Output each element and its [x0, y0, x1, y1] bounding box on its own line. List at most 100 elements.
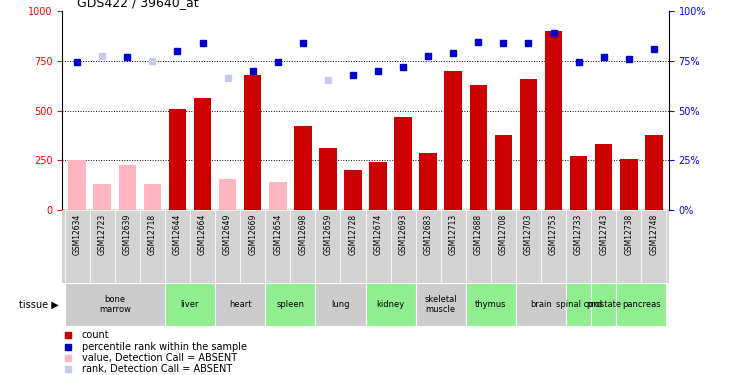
Text: spleen: spleen	[276, 300, 304, 309]
Text: percentile rank within the sample: percentile rank within the sample	[82, 342, 246, 352]
Bar	[595, 144, 613, 210]
Bar	[441, 210, 466, 283]
Text: GSM12649: GSM12649	[223, 214, 232, 255]
Bar	[541, 210, 566, 283]
Bar	[319, 148, 337, 210]
Bar	[140, 210, 165, 283]
Text: GSM12664: GSM12664	[198, 214, 207, 255]
Bar	[315, 283, 366, 326]
Text: rank, Detection Call = ABSENT: rank, Detection Call = ABSENT	[82, 364, 232, 374]
Text: GSM12718: GSM12718	[148, 214, 157, 255]
Bar	[366, 210, 390, 283]
Bar	[394, 117, 412, 210]
Text: GSM12753: GSM12753	[549, 214, 558, 255]
Bar	[215, 283, 265, 326]
Text: bone
marrow: bone marrow	[99, 295, 131, 314]
Bar	[420, 153, 437, 210]
Text: GSM12728: GSM12728	[349, 214, 357, 255]
Bar	[466, 283, 516, 326]
Text: GSM12669: GSM12669	[249, 214, 257, 255]
Bar	[620, 159, 637, 210]
Bar	[444, 71, 462, 210]
Bar	[269, 182, 287, 210]
Text: GSM12654: GSM12654	[273, 214, 282, 255]
Text: GSM12708: GSM12708	[499, 214, 508, 255]
Bar	[315, 210, 341, 283]
Bar	[64, 210, 90, 283]
Text: pancreas: pancreas	[622, 300, 661, 309]
Text: kidney: kidney	[376, 300, 405, 309]
Text: heart: heart	[229, 300, 251, 309]
Bar	[616, 283, 667, 326]
Text: thymus: thymus	[475, 300, 507, 309]
Bar	[143, 184, 161, 210]
Bar	[390, 210, 416, 283]
Bar	[169, 109, 186, 210]
Bar	[344, 170, 362, 210]
Bar	[366, 283, 416, 326]
Bar	[219, 179, 236, 210]
Text: GSM12698: GSM12698	[298, 214, 307, 255]
Bar	[64, 283, 165, 326]
Text: tissue ▶: tissue ▶	[19, 300, 58, 310]
Text: GSM12674: GSM12674	[374, 214, 382, 255]
Bar	[94, 184, 111, 210]
Text: prostate: prostate	[586, 300, 621, 309]
Text: GSM12738: GSM12738	[624, 214, 633, 255]
Bar	[115, 210, 140, 283]
Text: GSM12644: GSM12644	[173, 214, 182, 255]
Bar	[641, 210, 667, 283]
Text: liver: liver	[181, 300, 200, 309]
Bar	[466, 210, 491, 283]
Text: GSM12659: GSM12659	[323, 214, 333, 255]
Text: GSM12639: GSM12639	[123, 214, 132, 255]
Bar	[516, 283, 566, 326]
Bar	[290, 210, 315, 283]
Text: GSM12743: GSM12743	[599, 214, 608, 255]
Text: skeletal
muscle: skeletal muscle	[425, 295, 457, 314]
Bar	[416, 283, 466, 326]
Bar	[566, 283, 591, 326]
Text: GSM12733: GSM12733	[574, 214, 583, 255]
Bar	[215, 210, 240, 283]
Text: GSM12688: GSM12688	[474, 214, 482, 255]
Bar	[495, 135, 512, 210]
Bar	[416, 210, 441, 283]
Text: GSM12713: GSM12713	[449, 214, 458, 255]
Bar	[520, 79, 537, 210]
Bar	[469, 85, 487, 210]
Bar	[591, 283, 616, 326]
Text: lung: lung	[331, 300, 349, 309]
Bar	[265, 210, 290, 283]
Bar	[369, 162, 387, 210]
Bar	[244, 75, 262, 210]
Text: GSM12748: GSM12748	[649, 214, 659, 255]
Bar	[294, 126, 311, 210]
Text: count: count	[82, 330, 109, 340]
Bar	[645, 135, 662, 210]
Text: value, Detection Call = ABSENT: value, Detection Call = ABSENT	[82, 353, 237, 363]
Bar	[118, 165, 136, 210]
Text: GSM12703: GSM12703	[524, 214, 533, 255]
Text: GSM12723: GSM12723	[98, 214, 107, 255]
Bar	[545, 31, 562, 210]
Bar	[341, 210, 366, 283]
Text: GSM12634: GSM12634	[72, 214, 82, 255]
Bar	[516, 210, 541, 283]
Bar	[90, 210, 115, 283]
Bar	[616, 210, 641, 283]
Bar	[165, 210, 190, 283]
Bar	[491, 210, 516, 283]
Bar	[591, 210, 616, 283]
Text: brain: brain	[530, 300, 552, 309]
Text: GSM12693: GSM12693	[398, 214, 408, 255]
Bar	[570, 156, 588, 210]
Bar	[240, 210, 265, 283]
Bar	[265, 283, 315, 326]
Bar	[566, 210, 591, 283]
Bar	[165, 283, 215, 326]
Bar	[194, 98, 211, 210]
Bar	[69, 160, 86, 210]
Bar	[190, 210, 215, 283]
Text: GSM12683: GSM12683	[424, 214, 433, 255]
